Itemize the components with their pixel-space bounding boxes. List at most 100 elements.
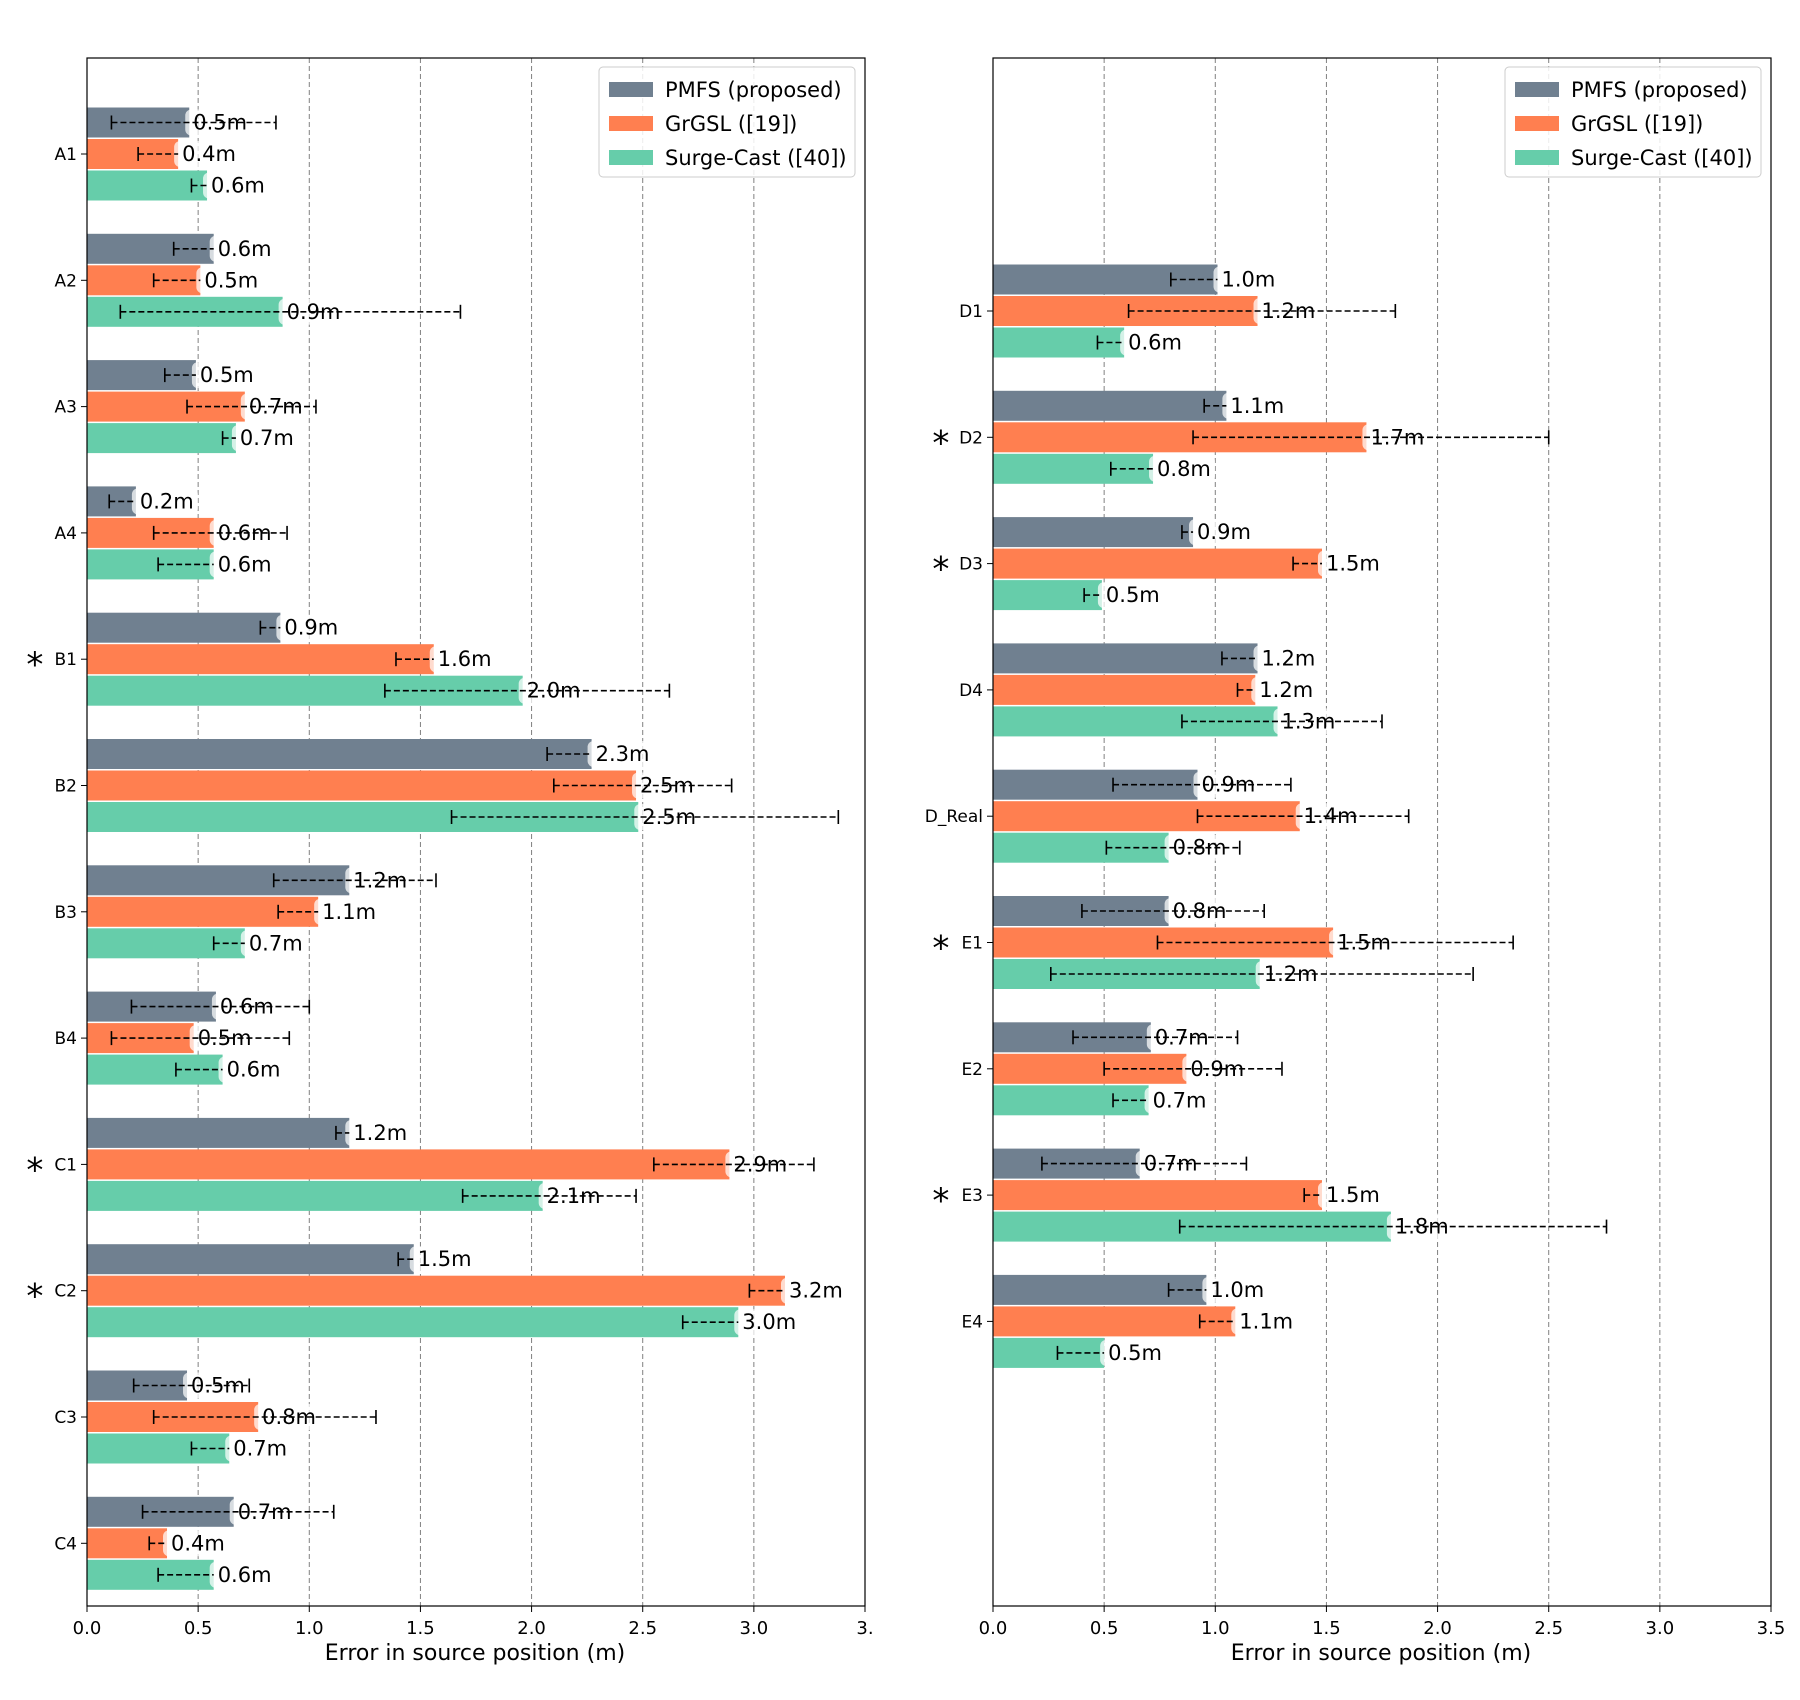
value-label-background bbox=[587, 741, 654, 767]
legend-label: Surge-Cast ([40]) bbox=[665, 146, 847, 170]
value-label-background bbox=[1097, 582, 1164, 609]
y-tick-label: C3 bbox=[54, 1408, 77, 1428]
value-label: 0.7m bbox=[1153, 1088, 1207, 1112]
value-label: 0.5m bbox=[1106, 583, 1160, 607]
x-axis-label: Error in source position (m) bbox=[1231, 1641, 1531, 1666]
bar-surge-cast-40-d-real bbox=[993, 832, 1169, 863]
value-label-background bbox=[209, 551, 276, 578]
y-tick-label: B3 bbox=[55, 903, 77, 923]
x-tick-label: 3.0 bbox=[740, 1618, 769, 1639]
x-tick-label: 2.5 bbox=[628, 1618, 657, 1639]
bar-grgsl-19-b1 bbox=[87, 644, 434, 675]
value-label: 2.5m bbox=[640, 774, 694, 798]
x-tick-label: 1.5 bbox=[406, 1618, 435, 1639]
value-label: 0.6m bbox=[227, 1058, 281, 1082]
value-label: 0.4m bbox=[171, 1531, 225, 1555]
bar-surge-cast-40-c2 bbox=[87, 1307, 739, 1338]
value-label: 0.5m bbox=[198, 1026, 252, 1050]
value-label: 2.5m bbox=[642, 805, 696, 829]
value-label: 0.4m bbox=[182, 142, 236, 166]
bar-pmfs-proposed-c4 bbox=[87, 1496, 234, 1527]
bar-surge-cast-40-b3 bbox=[87, 928, 245, 959]
value-label-background bbox=[1149, 455, 1216, 482]
value-label-background bbox=[174, 141, 241, 167]
value-label: 0.9m bbox=[287, 300, 341, 324]
value-label: 2.9m bbox=[733, 1152, 787, 1176]
bar-grgsl-19-e4 bbox=[993, 1306, 1236, 1337]
value-label: 3.2m bbox=[789, 1279, 843, 1303]
value-label: 0.7m bbox=[233, 1437, 287, 1461]
value-label: 1.5m bbox=[418, 1247, 472, 1271]
value-label: 0.5m bbox=[193, 111, 247, 135]
value-label: 1.1m bbox=[1239, 1309, 1293, 1333]
significance-star: * bbox=[932, 1181, 949, 1221]
x-tick-label: 2.5 bbox=[1534, 1618, 1563, 1639]
value-label-background bbox=[1251, 676, 1318, 703]
value-label-background bbox=[131, 488, 198, 515]
value-label: 0.8m bbox=[1157, 457, 1211, 481]
significance-star: * bbox=[26, 1150, 43, 1190]
value-label-background bbox=[1100, 1339, 1167, 1366]
bar-pmfs-proposed-e2 bbox=[993, 1022, 1151, 1053]
value-label: 0.5m bbox=[200, 363, 254, 387]
x-tick-label: 0.5 bbox=[184, 1618, 213, 1639]
value-label: 0.6m bbox=[218, 521, 272, 545]
bar-grgsl-19-d1 bbox=[993, 296, 1258, 326]
x-tick-label: 0.0 bbox=[979, 1618, 1008, 1639]
right-chart-panel: 1.0m 1.2m 0.6m D1 1.1m 1.7m 0.8m D2 * 0.9m 1.5m 0.5… bbox=[925, 57, 1786, 1666]
value-label-background bbox=[1146, 1024, 1213, 1051]
value-label-background bbox=[634, 804, 701, 830]
value-label: 0.7m bbox=[1155, 1025, 1209, 1049]
y-tick-label: E1 bbox=[961, 934, 983, 954]
significance-star: * bbox=[932, 929, 949, 969]
y-tick-label: E2 bbox=[961, 1060, 983, 1080]
x-tick-label: 3.5 bbox=[1757, 1618, 1786, 1639]
value-label-background bbox=[1222, 392, 1289, 419]
legend-swatch-surge-cast-40 bbox=[609, 150, 653, 165]
value-label: 3.0m bbox=[742, 1310, 796, 1334]
value-label-background bbox=[1273, 708, 1340, 735]
legend-swatch-surge-cast-40 bbox=[1515, 150, 1559, 165]
value-label: 0.7m bbox=[238, 1500, 292, 1524]
value-label: 1.2m bbox=[353, 868, 407, 892]
legend-swatch-grgsl-19 bbox=[609, 116, 653, 131]
x-tick-label: 2.0 bbox=[517, 1618, 546, 1639]
significance-star: * bbox=[932, 550, 949, 590]
y-tick-label: B4 bbox=[55, 1029, 77, 1049]
x-tick-label: 3. bbox=[856, 1618, 873, 1639]
value-label: 1.4m bbox=[1304, 804, 1358, 828]
bar-surge-cast-40-c4 bbox=[87, 1559, 214, 1590]
value-label: 0.7m bbox=[240, 426, 294, 450]
y-tick-label: B1 bbox=[55, 650, 77, 670]
value-label-background bbox=[209, 1561, 276, 1588]
value-label-background bbox=[1202, 1276, 1269, 1303]
value-label: 2.3m bbox=[596, 742, 650, 766]
bar-surge-cast-40-d1 bbox=[993, 327, 1125, 358]
plot-frame bbox=[992, 57, 1772, 1607]
y-tick-label: C2 bbox=[54, 1282, 77, 1302]
value-label-background bbox=[196, 267, 263, 294]
bar-pmfs-proposed-b1 bbox=[87, 612, 281, 643]
x-tick-label: 1.5 bbox=[1312, 1618, 1341, 1639]
value-label: 1.2m bbox=[1262, 646, 1316, 670]
value-label: 0.6m bbox=[220, 995, 274, 1019]
x-tick-label: 3.0 bbox=[1646, 1618, 1675, 1639]
value-label: 1.2m bbox=[1262, 299, 1316, 323]
value-label: 0.9m bbox=[1197, 520, 1251, 544]
y-tick-label: A4 bbox=[55, 524, 77, 544]
value-label-background bbox=[314, 898, 381, 925]
value-label-background bbox=[1213, 266, 1280, 293]
legend-box bbox=[598, 66, 856, 178]
y-tick-label: A2 bbox=[55, 271, 77, 291]
value-label-background bbox=[1253, 645, 1320, 672]
value-label-background bbox=[163, 1530, 230, 1557]
value-label-background bbox=[1120, 329, 1187, 356]
legend-swatch-grgsl-19 bbox=[1515, 116, 1559, 131]
value-label-background bbox=[185, 109, 252, 136]
bar-surge-cast-40-a4 bbox=[87, 549, 214, 580]
y-tick-label: D_Real bbox=[925, 807, 983, 827]
legend-box bbox=[1504, 66, 1762, 178]
legend-label: PMFS (proposed) bbox=[665, 78, 842, 102]
value-label-background bbox=[409, 1246, 476, 1273]
